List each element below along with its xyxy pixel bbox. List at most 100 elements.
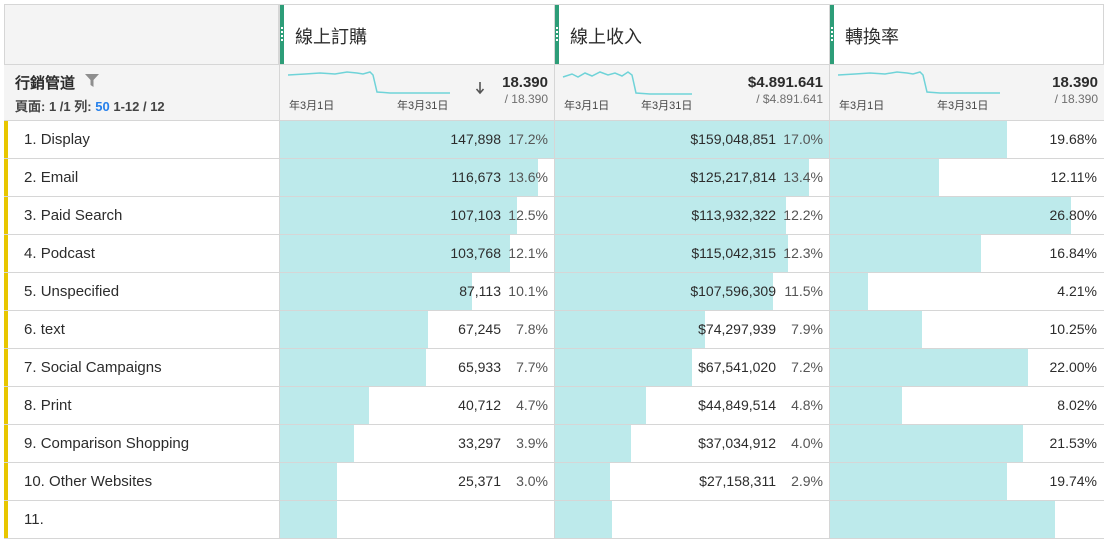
- cell-conversion-rate[interactable]: 12.11%: [829, 159, 1104, 196]
- page-value[interactable]: 1 /1: [48, 99, 71, 114]
- cell-online-orders[interactable]: 147,898 17.2%: [279, 121, 606, 158]
- column-header-online-revenue[interactable]: 線上收入: [554, 4, 829, 64]
- table-row[interactable]: 4. Podcast 103,768 12.1% $115,042,315 12.3% 1…: [4, 235, 1104, 273]
- cell-percent: 10.1%: [508, 283, 548, 299]
- table-row[interactable]: 6. text 67,245 7.8% $74,297,939 7.9% 10.25%: [4, 311, 1104, 349]
- value-bar: [555, 425, 631, 462]
- table-row[interactable]: 9. Comparison Shopping 33,297 3.9% $37,034,…: [4, 425, 1104, 463]
- cell-conversion-rate[interactable]: 22.00%: [829, 349, 1104, 386]
- column-grip-icon[interactable]: [555, 5, 559, 64]
- cell-online-orders[interactable]: 67,245 7.8%: [279, 311, 554, 348]
- summary-online-revenue: 年3月1日 年3月31日 $4.891.641 / $4.891.641: [554, 65, 829, 120]
- sparkline: [562, 71, 692, 95]
- row-label[interactable]: 8. Print: [24, 397, 72, 414]
- dimension-title[interactable]: 行銷管道: [15, 75, 76, 92]
- sparkline-start-date: 年3月1日: [289, 100, 335, 112]
- cell-conversion-rate[interactable]: [829, 501, 1104, 538]
- value-bar: [280, 463, 337, 500]
- value-bar: [830, 273, 868, 310]
- cell-online-orders[interactable]: [279, 501, 554, 538]
- cell-online-revenue[interactable]: $115,042,315 12.3%: [554, 235, 829, 272]
- cell-online-orders[interactable]: 25,371 3.0%: [279, 463, 554, 500]
- cell-conversion-rate[interactable]: 16.84%: [829, 235, 1104, 272]
- row-label[interactable]: 11.: [24, 511, 44, 528]
- column-total-sub: / 18.390: [1054, 92, 1098, 106]
- cell-conversion-rate[interactable]: 21.53%: [829, 425, 1104, 462]
- cell-conversion-rate[interactable]: 10.25%: [829, 311, 1104, 348]
- value-bar: [830, 349, 1028, 386]
- column-header-conversion-rate[interactable]: 轉換率: [829, 4, 1104, 64]
- cell-conversion-rate[interactable]: 4.21%: [829, 273, 1104, 310]
- row-label[interactable]: 1. Display: [24, 131, 90, 148]
- cell-percent: 11.5%: [784, 283, 823, 299]
- value-bar: [555, 235, 788, 272]
- row-marker: [4, 311, 8, 348]
- value-bar: [830, 425, 1023, 462]
- summary-row: 行銷管道 頁面: 1 /1 列: 50 1-12 / 12 年3月1日 年3月3…: [4, 64, 1104, 121]
- table-row[interactable]: 5. Unspecified 87,113 10.1% $107,596,309 11.…: [4, 273, 1104, 311]
- row-number: 11.: [24, 511, 44, 528]
- value-bar: [830, 501, 1055, 538]
- table-row[interactable]: 2. Email 116,673 13.6% $125,217,814 13.4% 12.…: [4, 159, 1104, 197]
- cell-online-revenue[interactable]: $27,158,311 2.9%: [554, 463, 829, 500]
- table-row[interactable]: 8. Print 40,712 4.7% $44,849,514 4.8% 8.02%: [4, 387, 1104, 425]
- cell-online-revenue[interactable]: $44,849,514 4.8%: [554, 387, 829, 424]
- column-grip-icon[interactable]: [280, 5, 284, 64]
- cell-online-orders[interactable]: 87,113 10.1%: [279, 273, 554, 310]
- cell-online-orders[interactable]: 116,673 13.6%: [279, 159, 554, 196]
- cell-percent: 3.0%: [516, 473, 548, 489]
- cell-online-revenue[interactable]: $159,048,851 17.0%: [554, 121, 878, 158]
- value-bar: [280, 121, 606, 158]
- table-row[interactable]: 7. Social Campaigns 65,933 7.7% $67,541,020…: [4, 349, 1104, 387]
- row-number: 1.: [24, 131, 37, 148]
- cell-percent: 7.7%: [516, 359, 548, 375]
- value-bar: [280, 235, 510, 272]
- cell-online-revenue[interactable]: $113,932,322 12.2%: [554, 197, 829, 234]
- cell-online-revenue[interactable]: [554, 501, 829, 538]
- cell-value: 65,933: [458, 359, 501, 375]
- cell-online-revenue[interactable]: $107,596,309 11.5%: [554, 273, 829, 310]
- column-header-online-orders[interactable]: 線上訂購: [279, 4, 554, 64]
- cell-online-revenue[interactable]: $74,297,939 7.9%: [554, 311, 829, 348]
- row-label[interactable]: 10. Other Websites: [24, 473, 152, 490]
- table-row[interactable]: 10. Other Websites 25,371 3.0% $27,158,311 2…: [4, 463, 1104, 501]
- cell-conversion-rate[interactable]: 19.68%: [829, 121, 1104, 158]
- rows-per-page-select[interactable]: 50: [95, 99, 110, 114]
- cell-value: 22.00%: [1049, 359, 1097, 375]
- cell-online-revenue[interactable]: $37,034,912 4.0%: [554, 425, 829, 462]
- row-label[interactable]: 2. Email: [24, 169, 78, 186]
- cell-value: $125,217,814: [690, 169, 776, 185]
- row-label[interactable]: 5. Unspecified: [24, 283, 119, 300]
- cell-percent: 3.9%: [516, 435, 548, 451]
- cell-conversion-rate[interactable]: 19.74%: [829, 463, 1104, 500]
- cell-online-orders[interactable]: 40,712 4.7%: [279, 387, 554, 424]
- row-label[interactable]: 9. Comparison Shopping: [24, 435, 189, 452]
- cell-value: 26.80%: [1049, 207, 1097, 223]
- sparkline: [287, 71, 450, 94]
- table-row[interactable]: 3. Paid Search 107,103 12.5% $113,932,322 12…: [4, 197, 1104, 235]
- cell-percent: 17.2%: [508, 131, 548, 147]
- row-label[interactable]: 4. Podcast: [24, 245, 95, 262]
- cell-online-orders[interactable]: 33,297 3.9%: [279, 425, 554, 462]
- pagination-info: 頁面: 1 /1 列: 50 1-12 / 12: [15, 96, 165, 115]
- row-label[interactable]: 7. Social Campaigns: [24, 359, 162, 376]
- value-bar: [830, 463, 1007, 500]
- sort-down-arrow-icon[interactable]: [475, 81, 485, 95]
- row-label[interactable]: 6. text: [24, 321, 65, 338]
- value-bar: [280, 159, 538, 196]
- cell-conversion-rate[interactable]: 26.80%: [829, 197, 1104, 234]
- row-label[interactable]: 3. Paid Search: [24, 207, 122, 224]
- cell-online-orders[interactable]: 107,103 12.5%: [279, 197, 554, 234]
- table-row[interactable]: 11.: [4, 501, 1104, 539]
- cell-online-revenue[interactable]: $67,541,020 7.2%: [554, 349, 829, 386]
- row-name: Comparison Shopping: [40, 435, 190, 452]
- cell-value: 40,712: [458, 397, 501, 413]
- table-row[interactable]: 1. Display 147,898 17.2% $159,048,851 17.0% 1…: [4, 121, 1104, 159]
- cell-online-revenue[interactable]: $125,217,814 13.4%: [554, 159, 829, 196]
- cell-online-orders[interactable]: 65,933 7.7%: [279, 349, 554, 386]
- cell-online-orders[interactable]: 103,768 12.1%: [279, 235, 554, 272]
- cell-percent: 17.0%: [783, 131, 823, 147]
- cell-conversion-rate[interactable]: 8.02%: [829, 387, 1104, 424]
- column-grip-icon[interactable]: [830, 5, 834, 64]
- filter-icon[interactable]: [85, 74, 99, 87]
